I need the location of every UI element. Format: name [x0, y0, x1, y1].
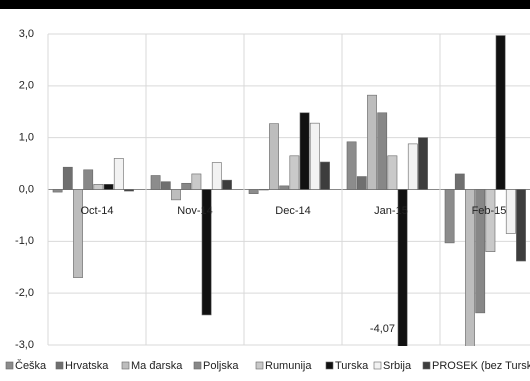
bar	[356, 176, 367, 190]
bar	[113, 158, 124, 190]
bar	[485, 189, 496, 253]
x-tick-label: Dec-14	[275, 205, 310, 217]
y-tick-label: 0,0	[19, 183, 34, 195]
legend-swatch	[121, 361, 130, 370]
bar	[309, 122, 320, 190]
bar	[171, 189, 181, 201]
y-tick-label: -1,0	[15, 235, 34, 247]
legend-swatch	[55, 361, 64, 370]
bar	[465, 189, 475, 346]
bar	[407, 143, 418, 190]
bar	[73, 189, 83, 278]
bar	[387, 155, 398, 190]
bar	[377, 112, 388, 190]
legend-label: Češka	[15, 359, 47, 372]
value-label: -4,07	[370, 323, 395, 335]
legend-label: Hrvatska	[65, 360, 109, 372]
x-tick-label: Nov-14	[177, 205, 212, 217]
grid	[47, 33, 530, 346]
bar	[346, 141, 357, 190]
bar	[83, 169, 94, 190]
legend-swatch	[255, 361, 264, 370]
bar	[160, 181, 171, 190]
bar	[418, 137, 428, 190]
bar	[103, 184, 114, 190]
bar	[124, 189, 134, 192]
legend-label: Rumunija	[265, 360, 312, 372]
legend-label: Poljska	[203, 360, 239, 372]
bar	[279, 185, 290, 190]
bar	[191, 173, 202, 190]
x-tick-label: Oct-14	[80, 205, 113, 217]
legend-label: Ma đarska	[131, 360, 183, 372]
bar	[320, 161, 330, 190]
bar	[444, 189, 455, 244]
bar	[52, 189, 63, 193]
legend-swatch	[325, 361, 334, 370]
bar	[201, 189, 212, 316]
legend-swatch	[422, 361, 431, 370]
bar	[258, 189, 269, 191]
bar	[516, 189, 526, 262]
legend-label: Turska	[335, 360, 369, 372]
labels: -3,0 -2,0 -1,0 0,0 1,0 2,0 3,0 -4,07 Oct-14 Nov-1…	[5, 28, 530, 372]
bar	[211, 162, 222, 190]
bar	[454, 173, 465, 190]
bar	[289, 155, 300, 190]
y-tick-label: -3,0	[15, 339, 34, 351]
y-tick-label: 2,0	[19, 80, 34, 92]
x-tick-label: Feb-15	[472, 205, 507, 217]
legend-swatch	[373, 361, 382, 370]
y-tick-label: 1,0	[19, 132, 34, 144]
legend-swatch	[5, 361, 14, 370]
bar	[93, 184, 104, 190]
y-tick-label: 3,0	[19, 28, 34, 40]
bar	[150, 175, 161, 190]
bar	[248, 189, 259, 194]
bar	[181, 182, 192, 190]
x-tick-label: Jan-15	[374, 205, 408, 217]
bars	[52, 35, 526, 346]
legend-label: Srbija	[383, 360, 412, 372]
legend-label: PROSEK (bez Turske)	[432, 360, 530, 372]
bar	[62, 166, 73, 190]
bar	[269, 123, 279, 190]
y-tick-label: -2,0	[15, 287, 34, 299]
bar	[222, 179, 232, 190]
bar	[475, 189, 486, 314]
bar	[495, 35, 506, 190]
bar	[397, 189, 408, 346]
bar	[367, 94, 377, 190]
bar	[505, 189, 516, 234]
bar	[299, 112, 310, 190]
legend-swatch	[193, 361, 202, 370]
title-bar	[0, 0, 530, 9]
